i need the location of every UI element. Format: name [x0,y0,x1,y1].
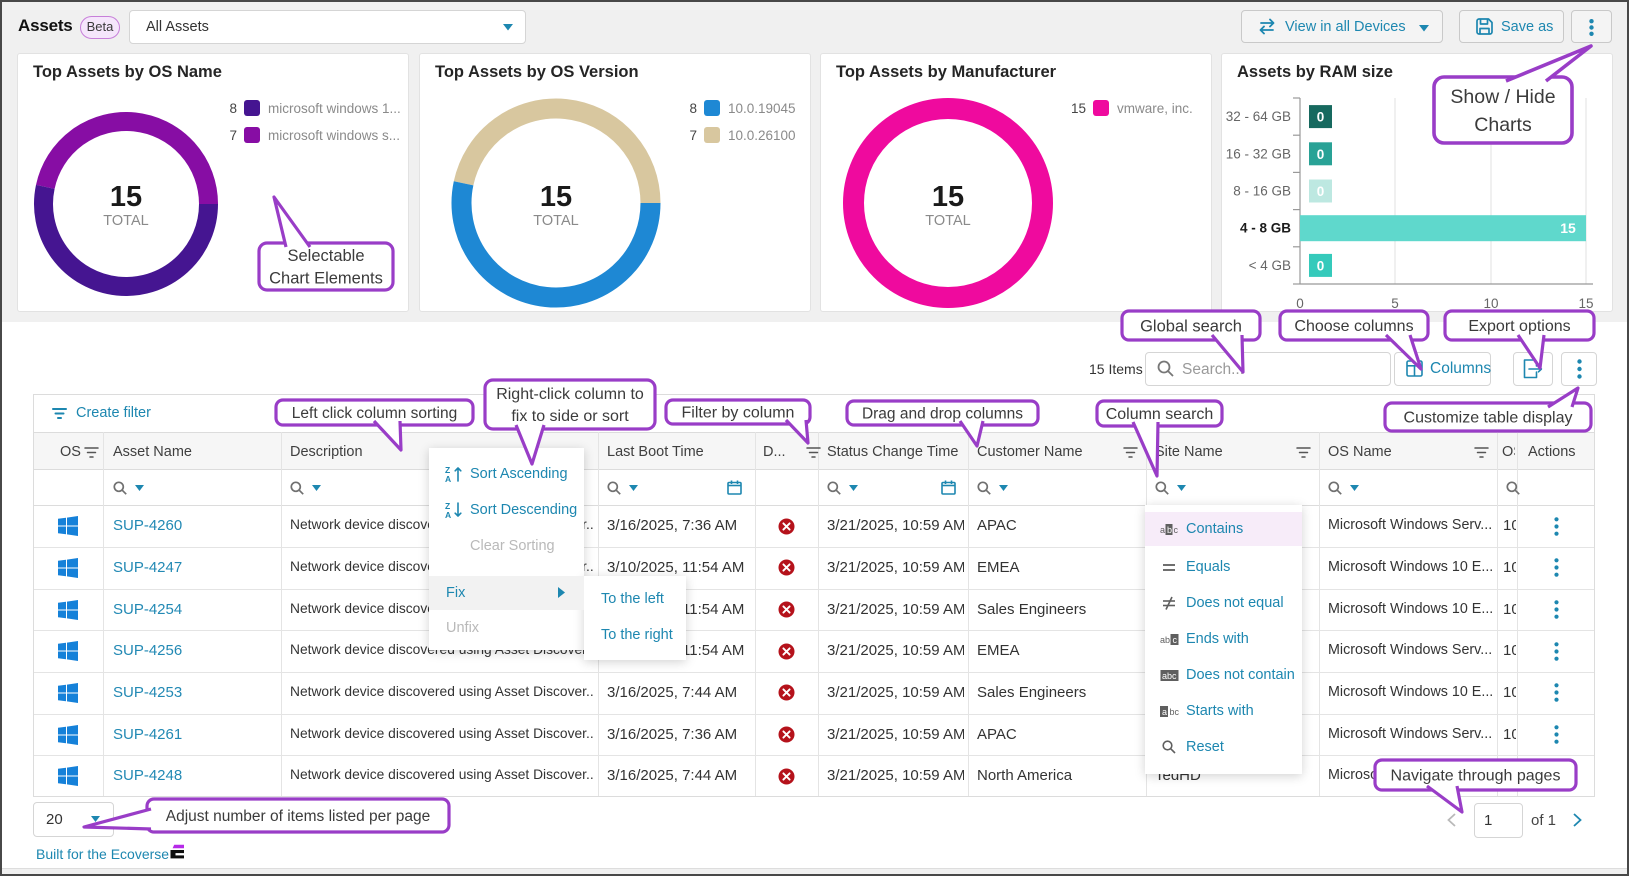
svg-text:8 - 16 GB: 8 - 16 GB [1233,184,1291,199]
svg-text:Z: Z [445,465,450,475]
svg-text:abc: abc [1162,671,1177,681]
svg-text:0: 0 [1317,258,1325,273]
svg-text:a: a [1162,707,1167,717]
svg-text:16 - 32 GB: 16 - 32 GB [1226,146,1291,161]
svg-text:32 - 64 GB: 32 - 64 GB [1226,109,1291,124]
svg-text:15: 15 [1578,296,1593,311]
svg-text:a: a [1160,525,1165,535]
svg-text:ab: ab [1160,635,1170,645]
svg-text:Z: Z [445,501,450,511]
svg-text:< 4 GB: < 4 GB [1249,258,1291,273]
svg-text:5: 5 [1391,296,1399,311]
svg-text:A: A [445,474,451,483]
svg-text:bc: bc [1170,707,1180,717]
svg-text:0: 0 [1317,147,1325,162]
svg-text:0: 0 [1317,110,1325,125]
svg-text:15: 15 [1560,220,1576,236]
svg-text:10: 10 [1483,296,1498,311]
svg-text:c: c [1174,525,1179,535]
svg-text:4 - 8 GB: 4 - 8 GB [1240,221,1291,236]
svg-text:0: 0 [1296,296,1304,311]
svg-text:b: b [1167,525,1172,535]
svg-text:0: 0 [1317,184,1325,199]
svg-text:A: A [445,510,451,519]
svg-text:c: c [1173,635,1178,645]
